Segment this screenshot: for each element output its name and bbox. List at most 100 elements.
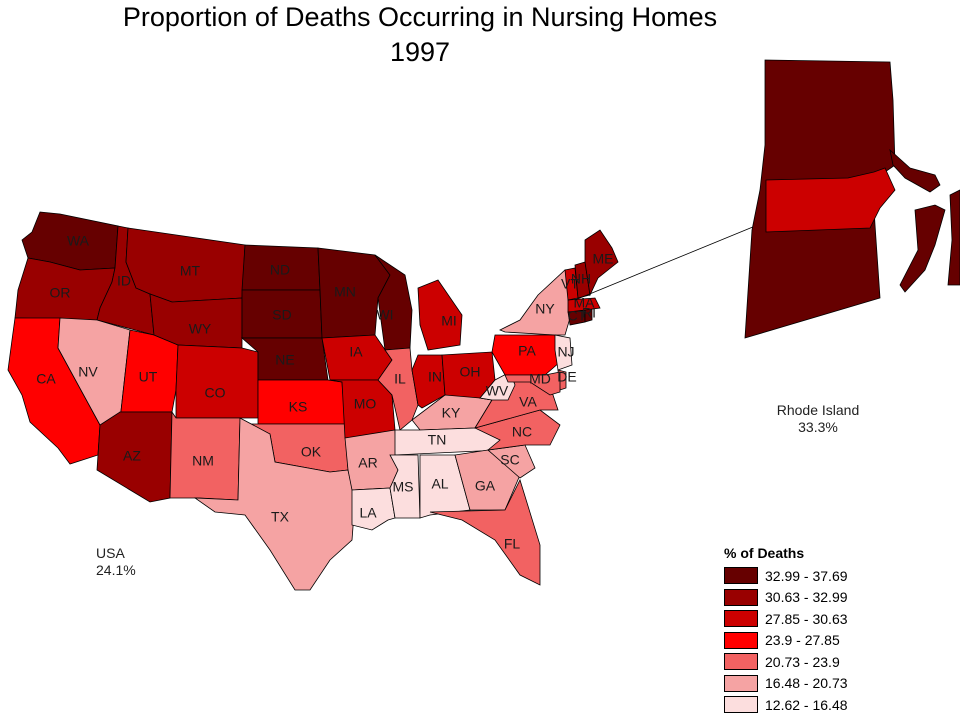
state-me — [584, 229, 619, 297]
state-label-oh: OH — [460, 364, 481, 380]
state-label-wi: WI — [376, 307, 393, 323]
ri-value: 33.3% — [798, 419, 838, 435]
legend-swatch — [724, 567, 758, 585]
state-label-va: VA — [519, 394, 537, 410]
ri-inset-band — [765, 167, 896, 233]
state-label-ok: OK — [301, 444, 322, 460]
state-label-ca: CA — [36, 371, 56, 387]
usa-name: USA — [96, 545, 125, 561]
state-label-nm: NM — [192, 453, 214, 469]
legend-label: 27.85 - 30.63 — [765, 610, 848, 627]
state-md — [504, 371, 561, 396]
state-label-de: DE — [557, 369, 576, 385]
state-label-al: AL — [431, 476, 448, 492]
state-label-la: LA — [359, 505, 377, 521]
state-label-ct: CT — [568, 308, 587, 324]
state-label-ne: NE — [275, 352, 294, 368]
usa-note: USA 24.1% — [96, 545, 136, 579]
legend-row: 12.62 - 16.48 — [724, 694, 848, 716]
ri-inset-island-east — [889, 148, 941, 193]
legend-row: 30.63 - 32.99 — [724, 587, 848, 609]
state-label-az: AZ — [123, 448, 141, 464]
legend-row: 16.48 - 20.73 — [724, 673, 848, 695]
state-label-nc: NC — [512, 424, 532, 440]
state-tx — [193, 417, 356, 591]
legend-swatch — [724, 588, 758, 606]
state-label-ms: MS — [393, 479, 414, 495]
ri-name: Rhode Island — [776, 402, 860, 418]
state-label-ar: AR — [358, 455, 377, 471]
state-label-ks: KS — [289, 399, 308, 415]
map-title: Proportion of Deaths Occurring in Nursin… — [122, 2, 718, 32]
state-label-wv: WV — [486, 383, 509, 399]
usa-value: 24.1% — [96, 562, 136, 578]
state-label-id: ID — [117, 273, 131, 289]
state-label-nd: ND — [270, 262, 290, 278]
state-nc — [473, 409, 561, 451]
state-label-in: IN — [428, 369, 442, 385]
state-label-il: IL — [394, 371, 406, 387]
state-label-nj: NJ — [557, 344, 574, 360]
state-mi — [417, 279, 463, 351]
legend-label: 12.62 - 16.48 — [765, 696, 848, 713]
legend-label: 16.48 - 20.73 — [765, 675, 848, 692]
state-label-sd: SD — [272, 307, 291, 323]
state-label-mo: MO — [354, 396, 377, 412]
rhode-island-inset — [744, 59, 960, 339]
state-label-fl: FL — [504, 536, 521, 552]
legend-row: 20.73 - 23.9 — [724, 651, 848, 673]
rhode-island-note: Rhode Island 33.3% — [760, 402, 876, 436]
ri-inset-island-bay — [899, 204, 946, 293]
legend-label: 30.63 - 32.99 — [765, 589, 848, 606]
legend-row: 27.85 - 30.63 — [724, 608, 848, 630]
state-label-nv: NV — [78, 364, 98, 380]
state-ms — [389, 454, 421, 519]
state-label-or: OR — [50, 285, 71, 301]
state-ga — [454, 449, 521, 511]
state-label-ia: IA — [349, 344, 363, 360]
state-label-ky: KY — [442, 405, 461, 421]
legend-title: % of Deaths — [724, 545, 805, 561]
legend-swatch — [724, 696, 758, 714]
state-label-nh: NH — [571, 271, 591, 287]
legend-swatch — [724, 610, 758, 628]
states-layer — [7, 211, 619, 591]
state-label-mn: MN — [334, 284, 356, 300]
legend-swatch — [724, 653, 758, 671]
state-label-ma: MA — [574, 295, 596, 311]
legend-swatch — [724, 631, 758, 649]
state-label-ri: RI — [582, 305, 596, 321]
state-label-ny: NY — [535, 301, 555, 317]
state-label-co: CO — [205, 385, 226, 401]
state-label-ga: GA — [475, 478, 496, 494]
state-fl — [429, 478, 541, 586]
legend: % of Deaths 32.99 - 37.69 30.63 - 32.99 27… — [724, 545, 848, 716]
state-label-mt: MT — [180, 263, 201, 279]
state-label-me: ME — [593, 251, 614, 267]
state-wv — [479, 371, 516, 401]
ri-inset-island-far — [947, 189, 960, 286]
map-year: 1997 — [389, 37, 451, 67]
state-label-wa: WA — [67, 233, 90, 249]
state-nj — [554, 334, 573, 371]
state-label-wy: WY — [189, 321, 212, 337]
legend-label: 20.73 - 23.9 — [765, 653, 840, 670]
ri-callout-line — [574, 221, 766, 301]
state-label-mi: MI — [441, 313, 457, 329]
state-label-tx: TX — [271, 509, 290, 525]
state-il — [377, 347, 419, 431]
legend-label: 32.99 - 37.69 — [765, 567, 848, 584]
state-label-sc: SC — [500, 452, 519, 468]
state-label-vt: VT — [561, 276, 579, 292]
state-label-tn: TN — [428, 432, 447, 448]
legend-swatch — [724, 674, 758, 692]
state-ma — [567, 297, 601, 313]
state-co — [175, 344, 259, 419]
legend-rows: 32.99 - 37.69 30.63 - 32.99 27.85 - 30.63 2… — [724, 565, 848, 716]
state-label-pa: PA — [518, 343, 536, 359]
legend-label: 23.9 - 27.85 — [765, 632, 840, 649]
state-label-md: MD — [529, 371, 551, 387]
legend-row: 23.9 - 27.85 — [724, 630, 848, 652]
state-label-ut: UT — [139, 369, 158, 385]
